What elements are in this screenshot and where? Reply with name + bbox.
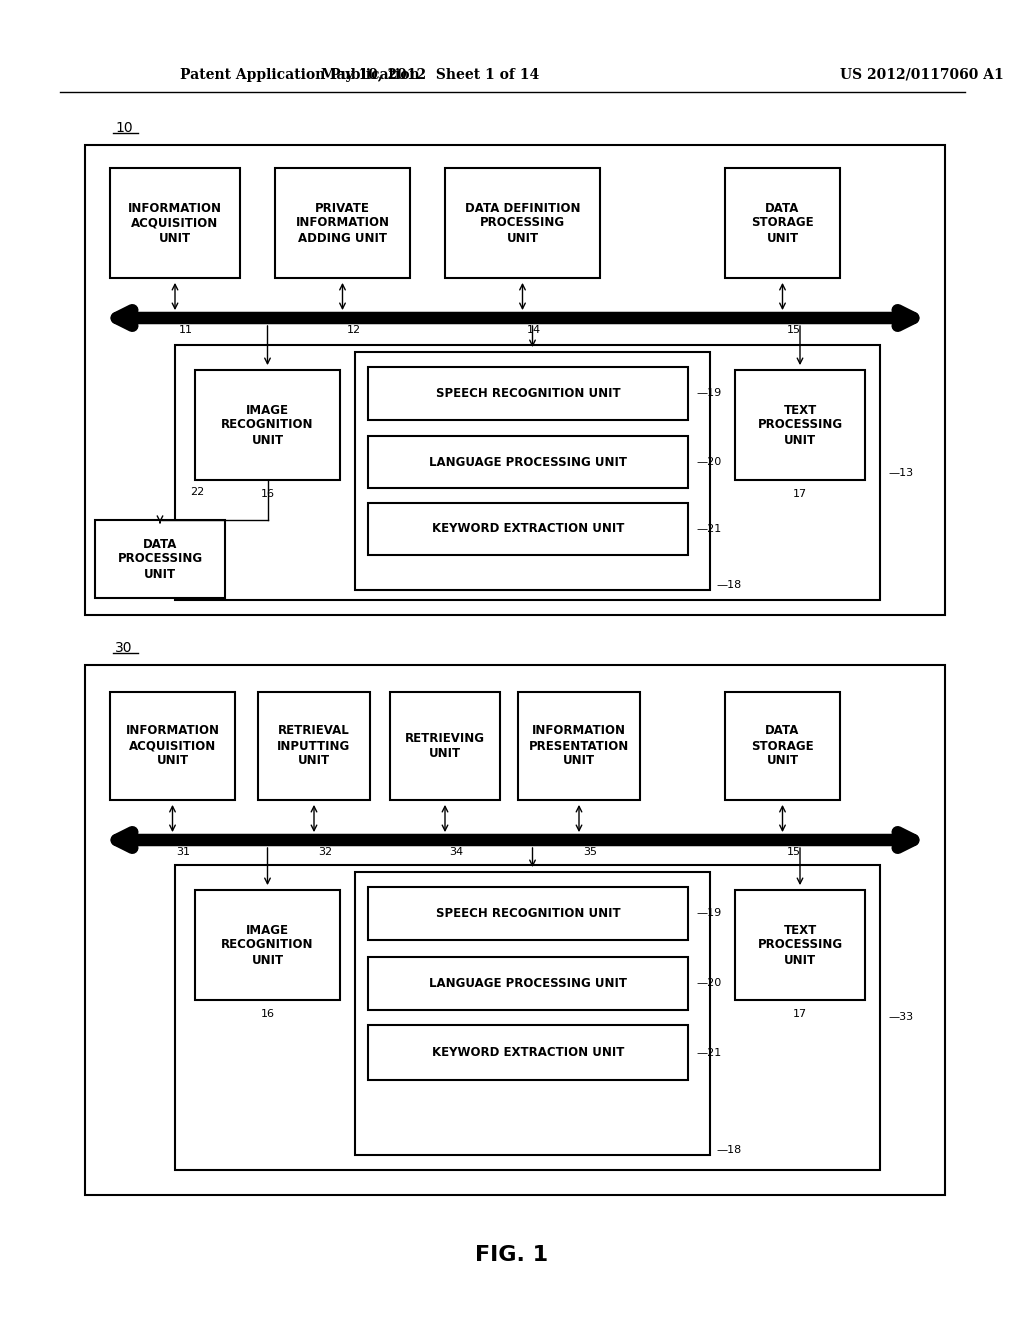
Text: INFORMATION
PRESENTATION
UNIT: INFORMATION PRESENTATION UNIT bbox=[528, 725, 629, 767]
Text: INFORMATION
ACQUISITION
UNIT: INFORMATION ACQUISITION UNIT bbox=[128, 202, 222, 244]
Text: 10: 10 bbox=[115, 121, 133, 135]
Bar bbox=[368, 957, 688, 1010]
Text: 17: 17 bbox=[793, 488, 807, 499]
Text: 16: 16 bbox=[260, 1008, 274, 1019]
Text: —19: —19 bbox=[696, 908, 721, 919]
Text: TEXT
PROCESSING
UNIT: TEXT PROCESSING UNIT bbox=[758, 404, 843, 446]
Text: SPEECH RECOGNITION UNIT: SPEECH RECOGNITION UNIT bbox=[435, 387, 621, 400]
Text: DATA
STORAGE
UNIT: DATA STORAGE UNIT bbox=[752, 725, 814, 767]
Text: —13: —13 bbox=[888, 467, 913, 478]
Bar bbox=[195, 890, 340, 1001]
Text: 30: 30 bbox=[115, 642, 132, 655]
Text: 11: 11 bbox=[179, 325, 193, 335]
Text: 31: 31 bbox=[176, 847, 190, 857]
Text: —21: —21 bbox=[696, 1048, 721, 1057]
Text: RETRIEVING
UNIT: RETRIEVING UNIT bbox=[406, 733, 485, 760]
Text: PRIVATE
INFORMATION
ADDING UNIT: PRIVATE INFORMATION ADDING UNIT bbox=[296, 202, 389, 244]
Bar bbox=[735, 890, 865, 1001]
Bar bbox=[368, 887, 688, 940]
Text: 35: 35 bbox=[583, 847, 597, 857]
Bar bbox=[275, 168, 410, 279]
Text: May 10, 2012  Sheet 1 of 14: May 10, 2012 Sheet 1 of 14 bbox=[321, 69, 539, 82]
Text: LANGUAGE PROCESSING UNIT: LANGUAGE PROCESSING UNIT bbox=[429, 455, 627, 469]
Text: —18: —18 bbox=[716, 1144, 741, 1155]
Bar bbox=[368, 503, 688, 554]
Text: —20: —20 bbox=[696, 457, 721, 467]
Text: US 2012/0117060 A1: US 2012/0117060 A1 bbox=[840, 69, 1004, 82]
Text: 12: 12 bbox=[346, 325, 360, 335]
Text: —33: —33 bbox=[888, 1012, 913, 1023]
Text: SPEECH RECOGNITION UNIT: SPEECH RECOGNITION UNIT bbox=[435, 907, 621, 920]
Text: DATA
PROCESSING
UNIT: DATA PROCESSING UNIT bbox=[118, 537, 203, 581]
Bar bbox=[258, 692, 370, 800]
Text: IMAGE
RECOGNITION
UNIT: IMAGE RECOGNITION UNIT bbox=[221, 404, 313, 446]
Bar bbox=[445, 168, 600, 279]
Text: LANGUAGE PROCESSING UNIT: LANGUAGE PROCESSING UNIT bbox=[429, 977, 627, 990]
Text: FIG. 1: FIG. 1 bbox=[475, 1245, 549, 1265]
Text: —21: —21 bbox=[696, 524, 721, 535]
Bar bbox=[175, 345, 880, 601]
Bar bbox=[85, 665, 945, 1195]
Text: RETRIEVAL
INPUTTING
UNIT: RETRIEVAL INPUTTING UNIT bbox=[278, 725, 350, 767]
Bar bbox=[355, 352, 710, 590]
Text: —18: —18 bbox=[716, 579, 741, 590]
Text: 17: 17 bbox=[793, 1008, 807, 1019]
Bar bbox=[110, 168, 240, 279]
Text: 15: 15 bbox=[786, 847, 801, 857]
Text: 16: 16 bbox=[260, 488, 274, 499]
Bar bbox=[368, 436, 688, 488]
Text: KEYWORD EXTRACTION UNIT: KEYWORD EXTRACTION UNIT bbox=[432, 1045, 625, 1059]
Text: TEXT
PROCESSING
UNIT: TEXT PROCESSING UNIT bbox=[758, 924, 843, 966]
Text: DATA
STORAGE
UNIT: DATA STORAGE UNIT bbox=[752, 202, 814, 244]
Bar bbox=[195, 370, 340, 480]
Text: —20: —20 bbox=[696, 978, 721, 989]
Bar bbox=[110, 692, 234, 800]
Bar bbox=[725, 692, 840, 800]
Text: 22: 22 bbox=[190, 487, 204, 498]
Bar bbox=[725, 168, 840, 279]
Bar bbox=[518, 692, 640, 800]
Text: 15: 15 bbox=[786, 325, 801, 335]
Bar bbox=[175, 865, 880, 1170]
Text: 14: 14 bbox=[526, 325, 541, 335]
Bar bbox=[390, 692, 500, 800]
Text: DATA DEFINITION
PROCESSING
UNIT: DATA DEFINITION PROCESSING UNIT bbox=[465, 202, 581, 244]
Bar bbox=[85, 145, 945, 615]
Bar bbox=[368, 367, 688, 420]
Text: IMAGE
RECOGNITION
UNIT: IMAGE RECOGNITION UNIT bbox=[221, 924, 313, 966]
Text: KEYWORD EXTRACTION UNIT: KEYWORD EXTRACTION UNIT bbox=[432, 523, 625, 536]
Bar bbox=[735, 370, 865, 480]
Bar bbox=[368, 1026, 688, 1080]
Text: 32: 32 bbox=[318, 847, 332, 857]
Bar bbox=[95, 520, 225, 598]
Bar bbox=[355, 873, 710, 1155]
Text: —19: —19 bbox=[696, 388, 721, 399]
Text: 34: 34 bbox=[449, 847, 463, 857]
Text: Patent Application Publication: Patent Application Publication bbox=[180, 69, 420, 82]
Text: INFORMATION
ACQUISITION
UNIT: INFORMATION ACQUISITION UNIT bbox=[126, 725, 219, 767]
